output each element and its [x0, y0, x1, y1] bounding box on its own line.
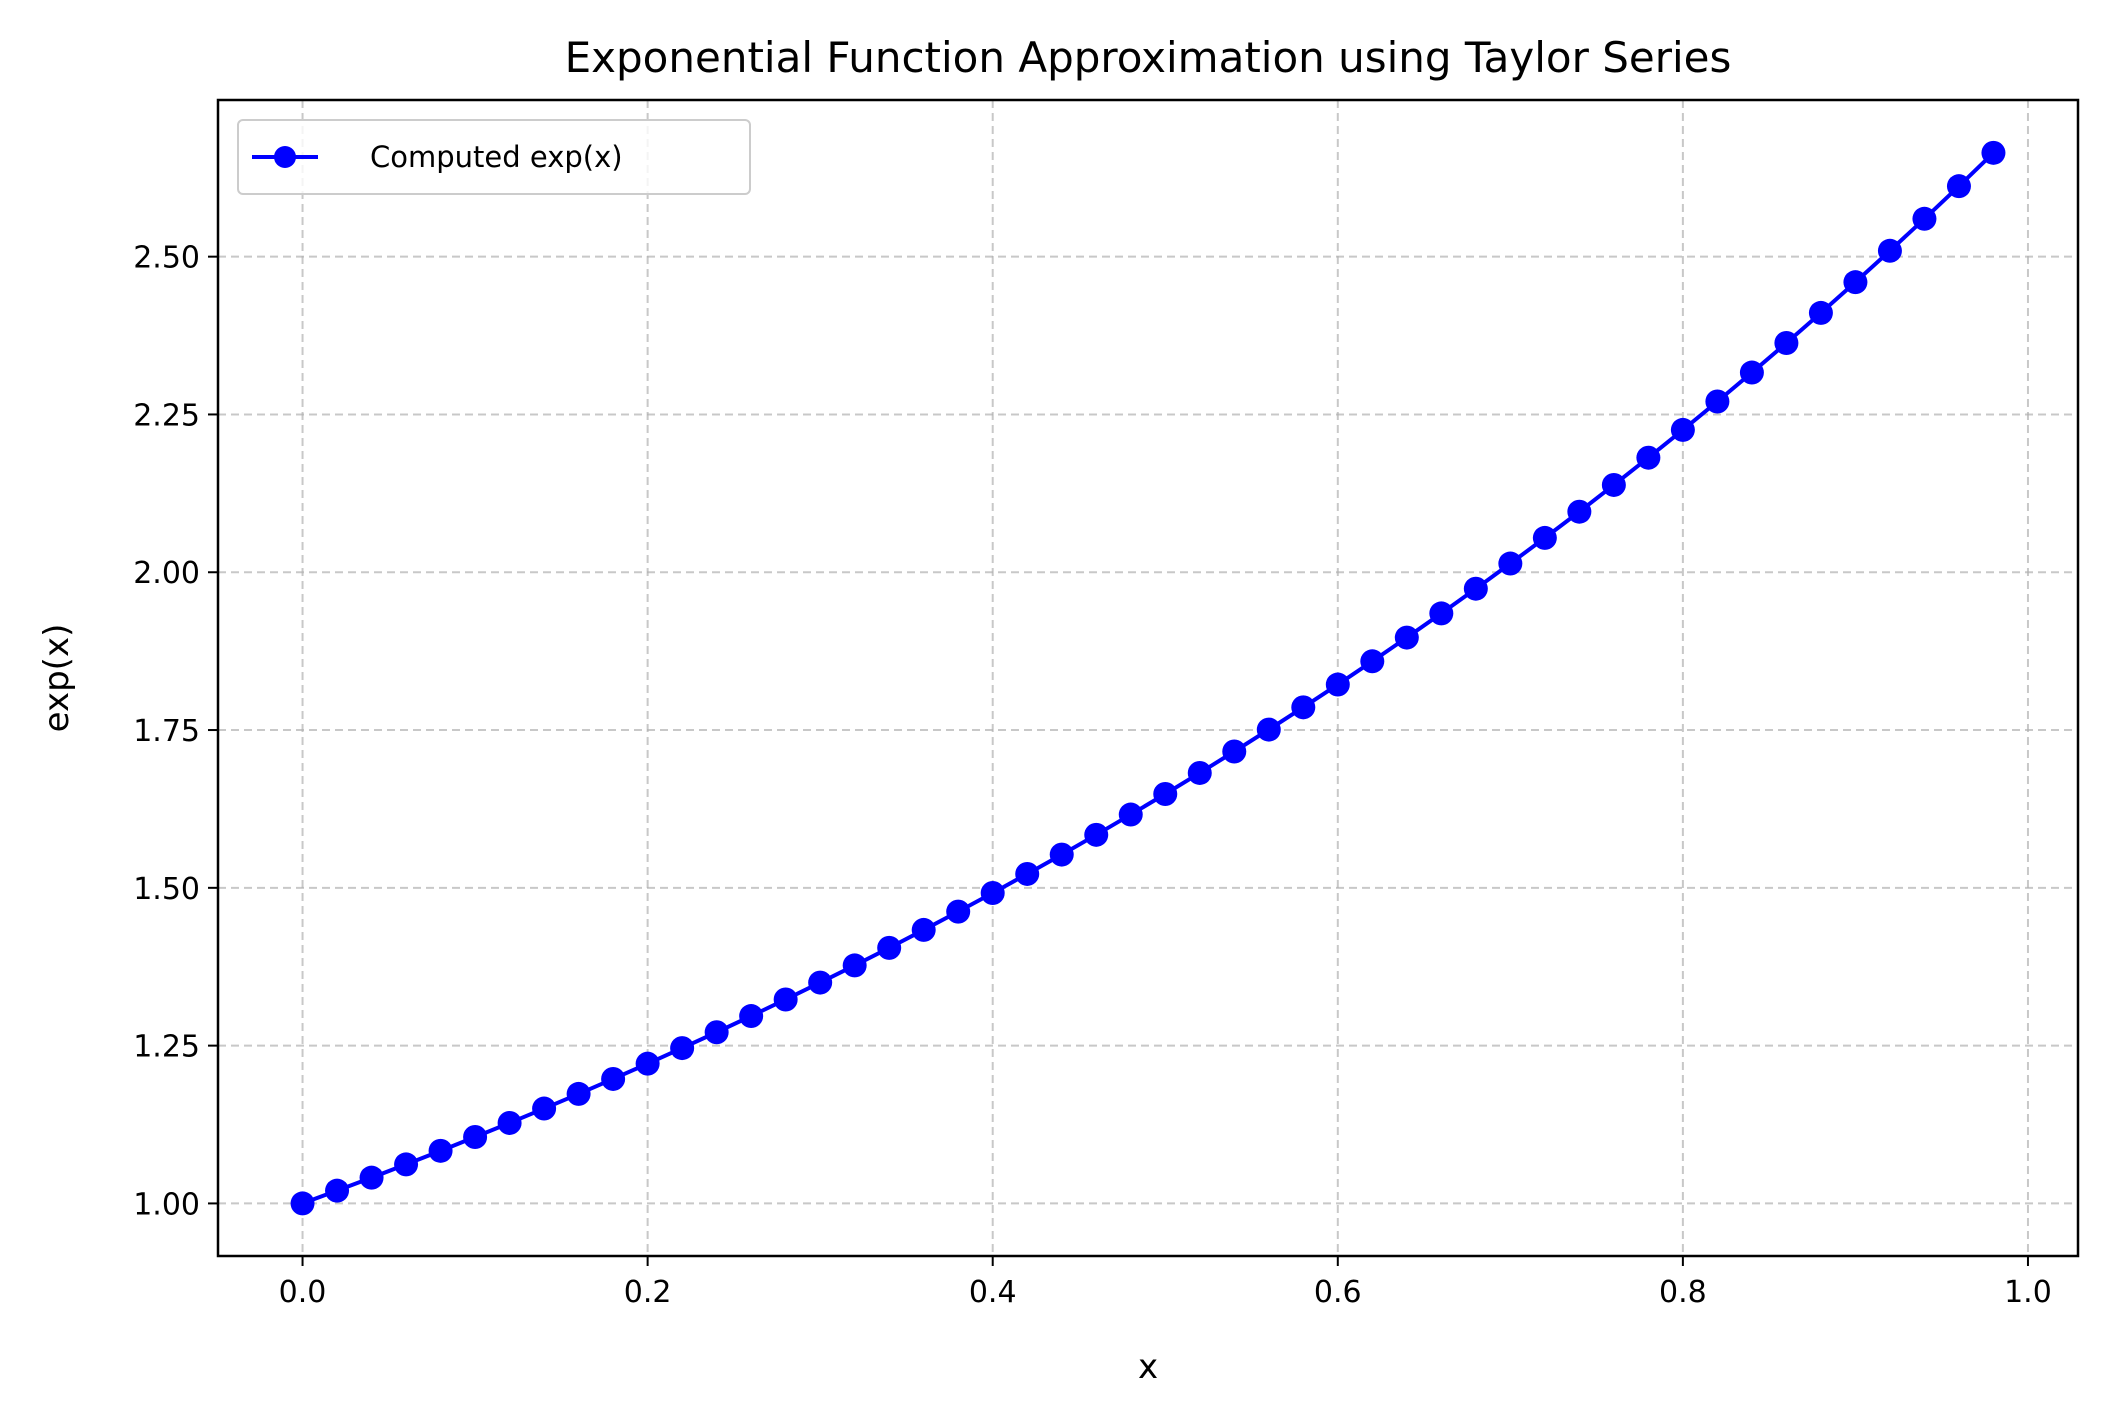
data-point: [394, 1152, 419, 1177]
data-point: [1705, 389, 1730, 414]
data-point: [1601, 472, 1626, 497]
data-point: [842, 953, 867, 978]
data-point: [1774, 331, 1799, 355]
data-point: [1636, 445, 1661, 470]
y-tick-label: 2.00: [133, 556, 200, 591]
data-point: [1187, 760, 1212, 785]
data-point: [1843, 270, 1868, 295]
data-point: [497, 1110, 522, 1135]
data-point: [980, 881, 1005, 906]
data-point: [1981, 140, 2006, 165]
data-point: [670, 1036, 695, 1061]
data-point: [566, 1081, 591, 1106]
data-point: [463, 1125, 488, 1150]
plot-area-background: [218, 100, 2078, 1256]
x-axis: 0.0 0.2 0.4 0.6 0.8 1.0: [279, 1256, 2052, 1310]
data-point: [290, 1191, 315, 1216]
data-point: [1739, 360, 1764, 385]
y-tick-label: 1.50: [133, 872, 200, 907]
x-tick-label: 1.0: [2004, 1275, 2052, 1310]
data-point: [1291, 695, 1316, 720]
data-point: [428, 1138, 453, 1163]
data-point: [946, 899, 971, 924]
data-point: [704, 1020, 729, 1045]
data-point: [1670, 417, 1695, 442]
data-point: [1946, 174, 1971, 199]
data-point: [877, 935, 902, 960]
data-point: [1532, 525, 1557, 550]
data-point: [1153, 781, 1178, 806]
data-point: [1049, 842, 1074, 867]
x-tick-label: 0.0: [279, 1275, 327, 1310]
y-tick-label: 1.75: [133, 714, 200, 749]
data-point: [1118, 802, 1143, 827]
data-point: [1463, 576, 1488, 601]
plot-area-frame: [216, 98, 2080, 1258]
data-point: [1429, 601, 1454, 626]
data-point: [1015, 861, 1040, 886]
x-axis-label: x: [1138, 1347, 1158, 1387]
y-tick-label: 1.00: [133, 1187, 200, 1222]
y-tick-label: 1.25: [133, 1030, 200, 1065]
data-point: [532, 1096, 557, 1121]
data-point: [1808, 300, 1833, 325]
y-tick-label: 2.50: [133, 241, 200, 276]
data-point: [808, 970, 833, 995]
legend-marker-swatch: [274, 146, 296, 168]
data-point: [1498, 551, 1523, 576]
y-axis: 1.00 1.25 1.50 1.75 2.00 2.25 2.50: [133, 241, 218, 1222]
data-point: [635, 1051, 660, 1076]
data-point: [773, 987, 798, 1012]
y-tick-label: 2.25: [133, 398, 200, 433]
data-point: [1084, 822, 1109, 847]
data-point: [1567, 499, 1592, 524]
legend-label: Computed exp(x): [370, 140, 623, 174]
data-point: [1394, 625, 1419, 650]
x-tick-label: 0.4: [969, 1275, 1017, 1310]
series-layer: [290, 140, 2006, 1216]
data-point: [1360, 649, 1385, 674]
data-point: [601, 1066, 626, 1091]
legend: Computed exp(x): [237, 119, 751, 195]
data-point: [325, 1178, 350, 1203]
data-point: [1912, 206, 1937, 231]
data-point: [1325, 672, 1350, 697]
data-point: [359, 1165, 384, 1190]
x-tick-label: 0.6: [1314, 1275, 1362, 1310]
data-point: [1222, 739, 1247, 764]
x-tick-label: 0.8: [1659, 1275, 1707, 1310]
chart-title: Exponential Function Approximation using…: [565, 33, 1732, 82]
y-axis-label: exp(x): [37, 624, 77, 733]
data-point: [1877, 238, 1902, 263]
data-point: [1256, 717, 1281, 742]
legend-frame: [237, 119, 751, 195]
x-tick-label: 0.2: [624, 1275, 672, 1310]
data-point: [911, 917, 936, 942]
data-point: [739, 1004, 764, 1029]
